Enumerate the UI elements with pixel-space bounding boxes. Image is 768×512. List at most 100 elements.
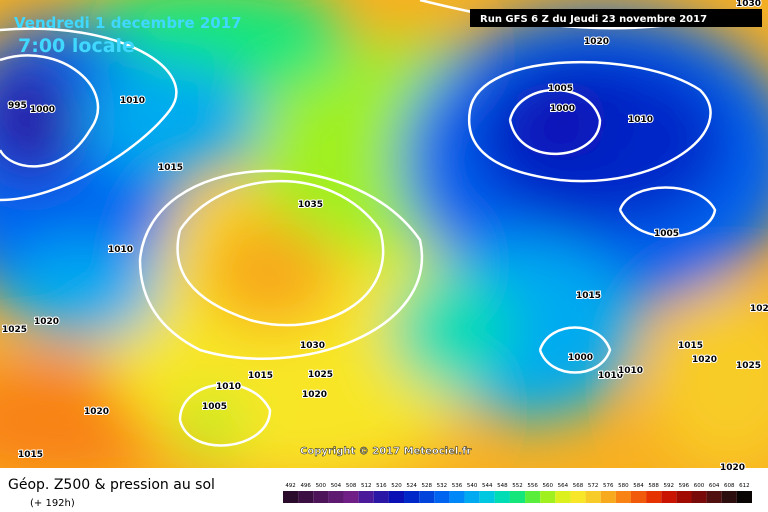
legend-swatch: [600, 491, 616, 503]
legend-swatch: [509, 491, 526, 503]
legend-swatch: [464, 491, 480, 503]
legend-swatch: [630, 491, 647, 503]
isobar-label: 1000: [550, 104, 575, 114]
legend-label: 580: [618, 483, 629, 489]
legend-swatch: [676, 491, 692, 503]
legend-label: 496: [300, 483, 311, 489]
legend-label: 604: [709, 483, 720, 489]
legend-swatch: [721, 491, 737, 503]
legend-swatch: [358, 491, 374, 503]
legend-label: 504: [331, 483, 342, 489]
run-label: Run GFS 6 Z du Jeudi 23 novembre 2017: [480, 14, 707, 25]
legend-swatch: [434, 491, 450, 503]
legend-swatch: [449, 491, 465, 503]
legend-swatch: [419, 491, 435, 503]
legend-label: 540: [467, 483, 478, 489]
legend-label: 548: [497, 483, 508, 489]
legend-swatch: [706, 491, 722, 503]
legend-label: 544: [482, 483, 493, 489]
run-box: [470, 9, 762, 27]
isobar-label: 102: [750, 304, 768, 314]
legend-swatch: [585, 491, 601, 503]
legend-label: 608: [724, 483, 735, 489]
copyright: Copyright © 2017 Meteociel.fr: [300, 446, 471, 457]
legend-label: 528: [421, 483, 432, 489]
isobar-label: 1010: [598, 371, 623, 381]
footer-bg: [0, 468, 768, 512]
isobar-label: 995: [8, 101, 27, 111]
isobar-label: 1005: [548, 84, 573, 94]
isobar-label: 1020: [584, 37, 609, 47]
legend-label: 516: [376, 483, 387, 489]
legend-swatch: [646, 491, 662, 503]
isobar-label: 1010: [628, 115, 653, 125]
legend-swatch: [388, 491, 405, 503]
isobar-label: 1010: [108, 245, 133, 255]
legend-swatch: [661, 491, 677, 503]
isobar-label: 1010: [216, 382, 241, 392]
isobar-label: 1020: [720, 463, 745, 473]
legend-swatch: [313, 491, 329, 503]
legend-swatch: [404, 491, 420, 503]
legend-label: 508: [346, 483, 357, 489]
legend-swatch: [615, 491, 631, 503]
isobar-label: 1020: [302, 390, 327, 400]
legend-label: 552: [512, 483, 523, 489]
legend-label: 492: [285, 483, 296, 489]
time-label: 7:00 locale: [18, 35, 135, 57]
height-field: [0, 0, 768, 480]
footer-title: Géop. Z500 & pression au sol: [8, 477, 215, 493]
legend-swatch: [570, 491, 586, 503]
isobar-label: 1025: [308, 370, 333, 380]
legend-label: 600: [694, 483, 705, 489]
isobar-label: 1030: [736, 0, 761, 9]
isobar-label: 1035: [298, 200, 323, 210]
isobar-label: 1015: [248, 371, 273, 381]
legend-label: 596: [679, 483, 690, 489]
isobar-label: 1025: [2, 325, 27, 335]
legend-label: 564: [558, 483, 569, 489]
legend-swatch: [540, 491, 556, 503]
isobar-label: 1015: [18, 450, 43, 460]
isobar-label: 1015: [158, 163, 183, 173]
legend-swatch: [736, 491, 752, 503]
legend-swatch: [328, 491, 344, 503]
isobar-label: 1005: [654, 229, 679, 239]
footer-subtitle: (+ 192h): [30, 498, 75, 509]
legend-label: 512: [361, 483, 372, 489]
legend-swatch: [555, 491, 571, 503]
legend-swatch: [494, 491, 510, 503]
legend-label: 560: [543, 483, 554, 489]
legend-label: 520: [391, 483, 402, 489]
isobar-label: 1025: [736, 361, 761, 371]
legend-label: 592: [664, 483, 675, 489]
legend-label: 532: [437, 483, 448, 489]
legend-label: 612: [739, 483, 750, 489]
legend-label: 500: [316, 483, 327, 489]
legend-label: 576: [603, 483, 614, 489]
isobar-label: 1000: [30, 105, 55, 115]
isobar-label: 1020: [34, 317, 59, 327]
legend-label: 584: [633, 483, 644, 489]
date-label: Vendredi 1 decembre 2017: [14, 14, 242, 32]
legend-swatch: [283, 491, 299, 503]
isobar-label: 1000: [568, 353, 593, 363]
legend-label: 568: [573, 483, 584, 489]
isobar-label: 1015: [576, 291, 601, 301]
legend-label: 588: [648, 483, 659, 489]
legend-swatch: [373, 491, 389, 503]
legend-label: 556: [527, 483, 538, 489]
isobar-label: 1005: [202, 402, 227, 412]
isobar-label: 1020: [692, 355, 717, 365]
legend-swatch: [479, 491, 495, 503]
legend-label: 524: [406, 483, 417, 489]
isobar-label: 1010: [618, 366, 643, 376]
legend-swatch: [691, 491, 707, 503]
legend-label: 536: [452, 483, 463, 489]
legend-label: 572: [588, 483, 599, 489]
legend-swatch: [525, 491, 541, 503]
isobar-label: 1030: [300, 341, 325, 351]
legend-swatch: [343, 491, 359, 503]
